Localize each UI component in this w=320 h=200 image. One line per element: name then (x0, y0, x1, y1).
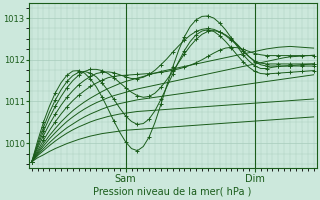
X-axis label: Pression niveau de la mer( hPa ): Pression niveau de la mer( hPa ) (93, 187, 252, 197)
